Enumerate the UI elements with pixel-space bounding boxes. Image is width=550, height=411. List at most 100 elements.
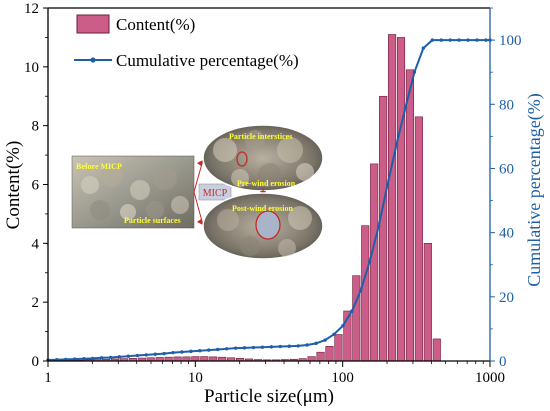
micp-inset: Before MICP Particle surfaces MICP Parti… bbox=[71, 124, 324, 260]
x-tick-label: 1 bbox=[44, 370, 52, 386]
content-bar bbox=[361, 225, 370, 362]
content-bar bbox=[316, 351, 325, 362]
y2-tick-label: 100 bbox=[499, 33, 522, 49]
content-bar bbox=[414, 116, 423, 362]
y-axis-title: Content(%) bbox=[3, 141, 24, 230]
cumulative-point bbox=[82, 357, 86, 361]
before-micp-label: Before MICP bbox=[76, 162, 122, 171]
cumulative-point bbox=[385, 182, 390, 187]
cumulative-point bbox=[448, 38, 452, 42]
cumulative-point bbox=[233, 346, 238, 350]
content-bar bbox=[370, 163, 379, 362]
content-bar bbox=[432, 338, 441, 362]
y-tick-label: 6 bbox=[32, 178, 40, 194]
cumulative-point bbox=[287, 344, 291, 348]
x-tick-label: 1000 bbox=[475, 370, 505, 386]
micp-label: MICP bbox=[203, 188, 228, 199]
content-bars bbox=[48, 34, 441, 362]
legend-bar-swatch bbox=[76, 14, 110, 34]
x-tick-label: 100 bbox=[331, 370, 354, 386]
photo-texture bbox=[81, 165, 189, 220]
legend: Content(%) Cumulative percentage(%) bbox=[74, 14, 299, 70]
y2-tick-label: 80 bbox=[499, 97, 514, 113]
cumulative-point bbox=[296, 344, 300, 348]
content-bar bbox=[307, 356, 316, 362]
cumulative-point bbox=[466, 38, 470, 42]
cumulative-point bbox=[117, 355, 122, 359]
y2-tick-label: 0 bbox=[499, 354, 507, 370]
cumulative-point bbox=[73, 357, 77, 361]
cumulative-point bbox=[314, 341, 318, 346]
content-bar bbox=[379, 95, 388, 362]
cumulative-point bbox=[224, 347, 229, 351]
pre-wind-erosion-label: Pre-wind erosion bbox=[237, 179, 296, 188]
y-tick-label: 0 bbox=[32, 354, 40, 370]
cumulative-point bbox=[403, 105, 408, 110]
x-tick-label: 10 bbox=[188, 370, 203, 386]
y-tick-label: 4 bbox=[32, 236, 40, 252]
content-bar bbox=[396, 37, 406, 362]
cumulative-point bbox=[189, 349, 193, 354]
legend-label-cumulative: Cumulative percentage(%) bbox=[116, 51, 299, 70]
cumulative-point bbox=[135, 353, 140, 358]
cumulative-point bbox=[242, 346, 247, 350]
cumulative-point bbox=[90, 356, 95, 361]
cumulative-point bbox=[359, 288, 363, 293]
y2-axis-title: Cumulative percentage(%) bbox=[524, 93, 545, 286]
legend-line-marker bbox=[90, 57, 96, 63]
cumulative-point bbox=[323, 338, 327, 342]
particle-interstices-label: Particle interstices bbox=[229, 132, 292, 141]
content-bar bbox=[200, 356, 209, 362]
cumulative-point bbox=[350, 309, 354, 313]
cumulative-point bbox=[278, 344, 283, 349]
x-axis-title: Particle size(μm) bbox=[204, 386, 334, 407]
cumulative-point bbox=[153, 352, 157, 356]
cumulative-point bbox=[332, 332, 336, 337]
cumulative-point bbox=[430, 38, 435, 42]
cumulative-point bbox=[144, 353, 148, 357]
y-tick-label: 12 bbox=[24, 1, 39, 17]
cumulative-point bbox=[376, 224, 381, 228]
y-tick-label: 8 bbox=[32, 119, 40, 135]
micp-badge bbox=[198, 183, 232, 201]
cumulative-point bbox=[171, 350, 175, 355]
cumulative-point bbox=[251, 345, 256, 350]
cumulative-point bbox=[341, 324, 345, 328]
content-bar bbox=[334, 334, 343, 362]
cumulative-point bbox=[180, 350, 184, 354]
cumulative-point bbox=[457, 38, 461, 42]
cumulative-point bbox=[412, 70, 417, 74]
cumulative-point bbox=[126, 354, 131, 358]
legend-label-content: Content(%) bbox=[116, 15, 195, 34]
y2-tick-label: 60 bbox=[499, 161, 514, 177]
content-bar bbox=[352, 275, 361, 362]
cumulative-point bbox=[64, 357, 68, 362]
content-bar bbox=[325, 345, 334, 362]
cumulative-point bbox=[439, 38, 443, 42]
y-tick-label: 2 bbox=[32, 295, 40, 311]
cumulative-point bbox=[421, 46, 426, 50]
post-wind-erosion-label: Post-wind erosion bbox=[232, 204, 294, 213]
cumulative-point bbox=[475, 38, 479, 42]
cumulative-point bbox=[260, 345, 265, 349]
cumulative-point bbox=[305, 343, 309, 347]
cumulative-point bbox=[269, 345, 274, 349]
cumulative-point bbox=[162, 351, 166, 356]
cumulative-point bbox=[207, 348, 211, 352]
content-bar bbox=[405, 69, 415, 362]
cumulative-point bbox=[216, 347, 220, 352]
cumulative-point bbox=[198, 349, 202, 353]
content-bar bbox=[191, 356, 200, 362]
cumulative-point bbox=[368, 259, 372, 264]
y2-tick-label: 20 bbox=[499, 290, 514, 306]
y-tick-label: 10 bbox=[24, 60, 39, 76]
cumulative-point bbox=[99, 356, 104, 360]
cumulative-point bbox=[108, 355, 113, 360]
particle-surfaces-label: Particle surfaces bbox=[124, 216, 181, 225]
content-bar bbox=[388, 34, 397, 362]
cumulative-point bbox=[394, 142, 399, 147]
y2-tick-label: 40 bbox=[499, 226, 514, 242]
